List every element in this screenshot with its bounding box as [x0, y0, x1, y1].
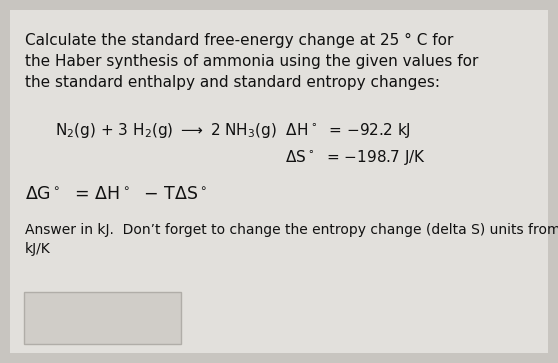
FancyBboxPatch shape	[24, 292, 181, 344]
Text: Calculate the standard free-energy change at 25 ° C for: Calculate the standard free-energy chang…	[25, 33, 453, 48]
Text: N$_2$(g) + 3 H$_2$(g) $\longrightarrow$ 2 NH$_3$(g)  $\mathit{\Delta}$H$^\circ$ : N$_2$(g) + 3 H$_2$(g) $\longrightarrow$ …	[55, 121, 411, 140]
Text: $\mathit{\Delta}$G$^\circ$  = $\mathit{\Delta}$H$^\circ$  $-$ T$\mathit{\Delta}$: $\mathit{\Delta}$G$^\circ$ = $\mathit{\D…	[25, 185, 208, 203]
Text: $\mathit{\Delta}$S$^\circ$  = $-$198.7 J/K: $\mathit{\Delta}$S$^\circ$ = $-$198.7 J/…	[285, 148, 426, 167]
Text: the standard enthalpy and standard entropy changes:: the standard enthalpy and standard entro…	[25, 75, 440, 90]
Text: kJ/K: kJ/K	[25, 242, 51, 256]
FancyBboxPatch shape	[10, 10, 548, 353]
Text: the Haber synthesis of ammonia using the given values for: the Haber synthesis of ammonia using the…	[25, 54, 478, 69]
Text: Answer in kJ.  Don’t forget to change the entropy change (delta S) units from J/: Answer in kJ. Don’t forget to change the…	[25, 223, 558, 237]
